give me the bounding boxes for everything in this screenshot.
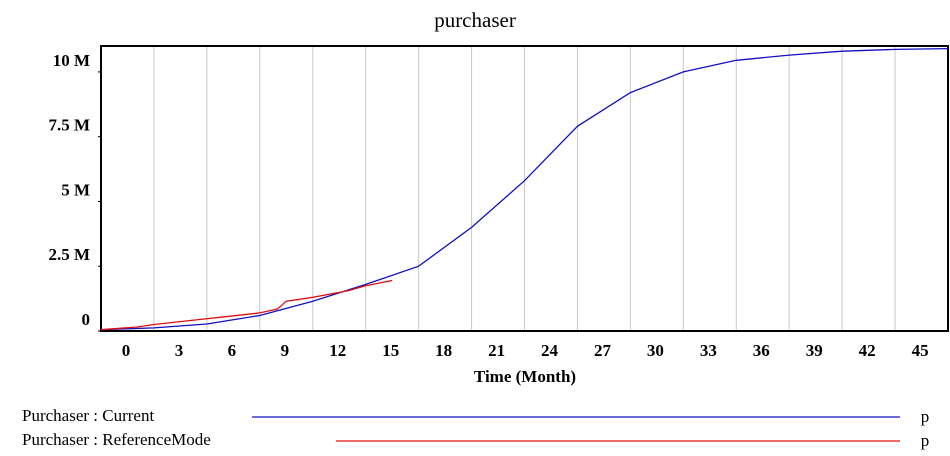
y-tick-label: 7.5 M <box>48 116 90 135</box>
x-tick-label: 15 <box>382 341 399 360</box>
chart-title: purchaser <box>434 8 516 32</box>
x-tick-label: 27 <box>594 341 612 360</box>
legend-unit: p <box>921 431 930 450</box>
x-tick-label: 33 <box>700 341 717 360</box>
x-tick-label: 12 <box>329 341 346 360</box>
legend-label: Purchaser : Current <box>22 406 154 425</box>
x-tick-label: 45 <box>912 341 929 360</box>
x-tick-label: 6 <box>228 341 237 360</box>
legend-unit: p <box>921 407 930 426</box>
x-tick-label: 36 <box>753 341 770 360</box>
y-tick-label: 10 M <box>53 51 90 70</box>
plot-frame <box>100 45 949 332</box>
x-tick-label: 30 <box>647 341 664 360</box>
x-tick-label: 24 <box>541 341 559 360</box>
x-tick-label: 39 <box>806 341 823 360</box>
x-tick-label: 3 <box>175 341 184 360</box>
x-tick-label: 9 <box>281 341 290 360</box>
x-tick-label: 0 <box>122 341 131 360</box>
legend-label: Purchaser : ReferenceMode <box>22 430 211 449</box>
y-tick-label: 0 <box>82 310 91 329</box>
x-axis-label: Time (Month) <box>474 367 576 386</box>
series-line <box>100 47 949 331</box>
y-tick-label: 2.5 M <box>48 245 90 264</box>
x-tick-label: 21 <box>488 341 505 360</box>
y-tick-label: 5 M <box>61 180 90 199</box>
series-line <box>100 279 393 331</box>
x-tick-label: 18 <box>435 341 452 360</box>
x-tick-label: 42 <box>859 341 876 360</box>
